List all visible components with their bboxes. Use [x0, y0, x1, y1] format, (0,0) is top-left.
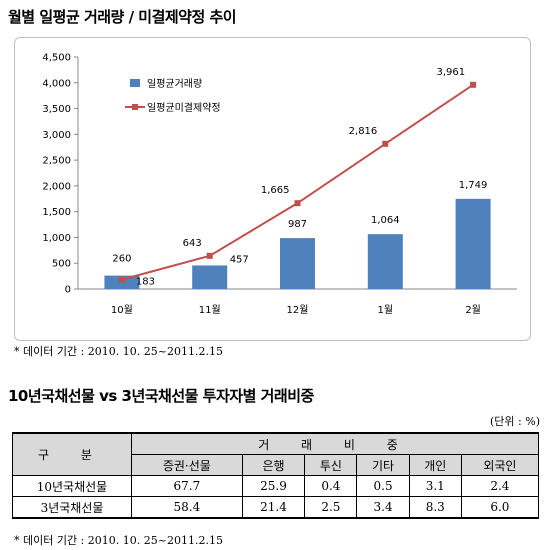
table-subheader-row: 증권·선물 은행 투신 기타 개인 외국인	[13, 454, 540, 476]
line-data-label: 1,665	[261, 185, 290, 196]
header-group: 거 래 비 중	[131, 432, 539, 455]
column-header: 기타	[356, 454, 410, 476]
table-row: 10년국채선물 67.7 25.9 0.4 0.5 3.1 2.4	[12, 475, 540, 497]
table-cell: 25.9	[241, 475, 306, 497]
table-cell: 67.7	[131, 475, 243, 497]
line-point	[470, 81, 477, 88]
legend-label-line: 일평균미결제약정	[147, 102, 221, 114]
x-tick-label: 1월	[378, 304, 394, 316]
bar	[367, 234, 403, 289]
bar	[192, 265, 228, 289]
column-header: 개인	[408, 454, 462, 476]
y-tick-label: 1,500	[42, 207, 71, 218]
table-header-row: 구 분 거 래 비 중	[12, 432, 539, 476]
legend-swatch-bar	[130, 79, 140, 87]
bar	[455, 198, 491, 289]
bar	[280, 238, 315, 289]
column-header: 외국인	[460, 454, 540, 476]
line-data-label: 3,961	[436, 67, 465, 78]
y-tick-label: 2,500	[42, 156, 71, 167]
table-row: 3년국채선물 58.4 21.4 2.5 3.4 8.3 6.0	[12, 496, 540, 519]
bar-data-label: 1,749	[459, 180, 488, 191]
column-header: 투신	[304, 454, 358, 476]
chart-frame: 0 500 1,000 1,500 2,000 2,500 3,000 3,500 4,000 4…	[14, 37, 531, 341]
table-title: 10년국채선물 vs 3년국채선물 투자자별 거래비중	[8, 387, 314, 405]
line-point	[118, 276, 125, 283]
bar-data-label: 987	[288, 219, 307, 230]
row-label: 10년국채선물	[12, 475, 132, 497]
header-category: 구 분	[12, 432, 132, 476]
table-cell: 0.5	[356, 475, 410, 497]
combo-chart: 0 500 1,000 1,500 2,000 2,500 3,000 3,500 4,000 4…	[42, 53, 517, 316]
unit-label: (단위 : %)	[490, 415, 540, 428]
table-cell: 21.4	[241, 496, 306, 519]
y-tick-label: 3,500	[42, 104, 71, 115]
row-label: 3년국채선물	[12, 496, 132, 519]
column-header: 은행	[241, 454, 306, 476]
y-tick-label: 3,000	[42, 130, 71, 141]
line-data-label: 183	[136, 277, 155, 288]
table-cell: 3.1	[408, 475, 462, 497]
table-cell: 2.4	[460, 475, 540, 497]
table-data-period-note: * 데이터 기간 : 2010. 10. 25~2011.2.15	[14, 534, 223, 547]
line-point	[206, 252, 213, 259]
line-point	[382, 140, 389, 147]
x-tick-label: 10월	[111, 304, 133, 316]
table-cell: 8.3	[408, 496, 462, 519]
y-tick-label: 0	[65, 285, 71, 296]
legend-swatch-marker	[132, 104, 138, 110]
chart-title: 월별 일평균 거래량 / 미결제약정 추이	[8, 8, 237, 26]
bar-data-label: 1,064	[371, 215, 400, 226]
bar-data-label: 260	[112, 254, 131, 265]
legend-label-bar: 일평균거래량	[147, 78, 202, 90]
table-cell: 3.4	[356, 496, 410, 519]
x-tick-label: 11월	[199, 304, 221, 316]
line-point	[294, 200, 301, 207]
table-cell: 0.4	[304, 475, 358, 497]
chart-data-period-note: * 데이터 기간 : 2010. 10. 25~2011.2.15	[14, 345, 223, 358]
table-cell: 58.4	[131, 496, 243, 519]
column-header: 증권·선물	[131, 454, 243, 476]
y-tick-label: 4,000	[42, 78, 71, 89]
y-tick-label: 4,500	[42, 53, 71, 64]
line-data-label: 643	[183, 238, 202, 249]
table-cell: 2.5	[304, 496, 358, 519]
y-tick-label: 1,000	[42, 233, 71, 244]
table-cell: 6.0	[460, 496, 540, 519]
line-data-label: 2,816	[349, 126, 378, 137]
x-tick-label: 12월	[287, 304, 309, 316]
bar-data-label: 457	[230, 254, 249, 265]
y-tick-label: 2,000	[42, 181, 71, 192]
investor-share-table: 구 분 거 래 비 중 증권·선물 은행 투신 기타 개인 외국인 10년국채선…	[12, 432, 540, 519]
x-tick-label: 2월	[465, 304, 481, 316]
y-tick-label: 500	[52, 259, 71, 270]
